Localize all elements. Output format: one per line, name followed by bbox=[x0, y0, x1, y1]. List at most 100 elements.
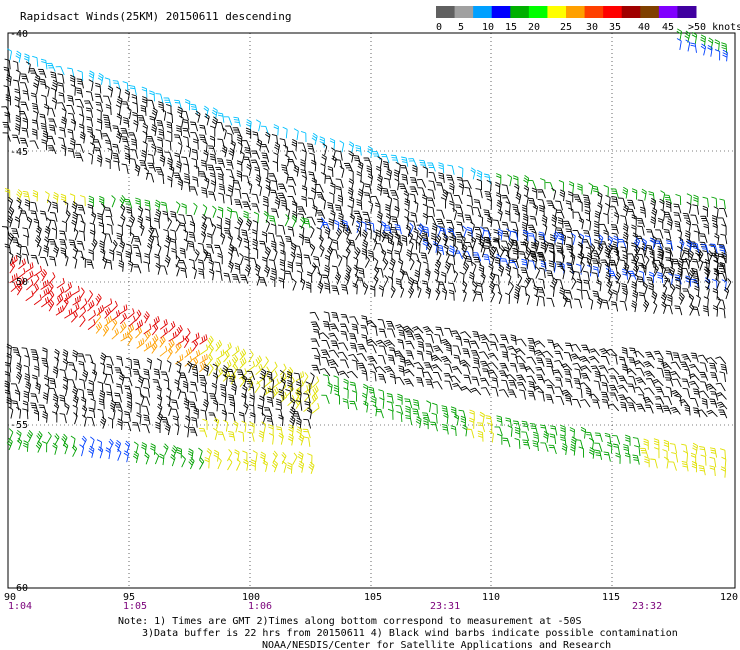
wind-barb bbox=[430, 354, 443, 362]
wind-barb bbox=[43, 245, 49, 257]
wind-barb bbox=[463, 338, 472, 349]
wind-barb bbox=[160, 371, 170, 381]
wind-barb bbox=[128, 214, 136, 228]
wind-barb bbox=[71, 219, 77, 232]
wind-barb bbox=[104, 307, 112, 319]
wind-barb bbox=[412, 408, 420, 419]
wind-barb bbox=[82, 369, 89, 382]
wind-barb bbox=[285, 235, 293, 246]
wind-barb bbox=[263, 356, 269, 369]
wind-barb bbox=[663, 369, 673, 380]
wind-barb bbox=[627, 208, 636, 219]
wind-barb bbox=[472, 331, 481, 341]
wind-barb bbox=[280, 377, 286, 390]
wind-barb bbox=[150, 228, 159, 238]
legend-swatch bbox=[621, 6, 641, 18]
wind-barb bbox=[513, 175, 519, 187]
wind-barb bbox=[506, 273, 512, 286]
wind-barb bbox=[85, 354, 94, 364]
wind-barb bbox=[282, 460, 287, 473]
wind-barb bbox=[48, 239, 58, 249]
wind-barb bbox=[660, 209, 666, 221]
wind-barb bbox=[310, 187, 317, 200]
wind-barb bbox=[182, 127, 191, 138]
wind-barb bbox=[167, 157, 173, 170]
wind-barb bbox=[610, 354, 618, 365]
wind-barb bbox=[223, 272, 231, 283]
wind-barb bbox=[271, 267, 277, 280]
legend-swatch bbox=[510, 6, 530, 18]
wind-barb bbox=[458, 409, 467, 420]
wind-barb bbox=[585, 387, 592, 399]
wind-barb bbox=[69, 137, 76, 150]
wind-barb bbox=[441, 288, 448, 300]
wind-barb bbox=[324, 264, 330, 277]
wind-barb bbox=[397, 240, 403, 253]
wind-barb bbox=[316, 210, 326, 219]
wind-barb bbox=[643, 387, 655, 396]
wind-barb bbox=[295, 262, 304, 273]
wind-barb bbox=[337, 351, 348, 361]
wind-barb bbox=[52, 192, 59, 204]
wind-barb bbox=[238, 411, 245, 423]
wind-barb bbox=[600, 355, 610, 365]
wind-barb bbox=[116, 355, 124, 367]
wind-barb bbox=[87, 203, 94, 215]
wind-barb bbox=[496, 415, 503, 427]
wind-barb bbox=[572, 398, 582, 408]
wind-barb bbox=[690, 214, 699, 225]
wind-barb bbox=[302, 428, 311, 439]
wind-barb bbox=[515, 192, 522, 205]
wind-barb bbox=[697, 354, 709, 363]
wind-barb bbox=[455, 231, 464, 242]
wind-barb bbox=[617, 239, 627, 249]
wind-barb bbox=[183, 229, 189, 242]
wind-barb bbox=[700, 34, 706, 47]
legend-label: 10 bbox=[482, 22, 494, 33]
wind-barb bbox=[493, 273, 500, 285]
wind-barb bbox=[177, 142, 183, 155]
wind-barb bbox=[203, 105, 209, 118]
wind-barb bbox=[310, 372, 315, 385]
wind-barb bbox=[632, 454, 640, 465]
wind-barb bbox=[112, 309, 121, 321]
wind-barb bbox=[649, 237, 655, 250]
wind-barb bbox=[578, 217, 585, 230]
wind-barb bbox=[132, 422, 141, 432]
wind-barb bbox=[218, 183, 226, 195]
wind-barb bbox=[209, 125, 216, 137]
wind-barb bbox=[179, 372, 188, 382]
wind-barb bbox=[684, 30, 691, 43]
wind-barb bbox=[306, 143, 315, 154]
wind-barb bbox=[381, 248, 387, 262]
wind-barb bbox=[393, 169, 400, 181]
wind-barb bbox=[59, 394, 66, 406]
wind-barb bbox=[479, 377, 490, 387]
wind-barb bbox=[191, 157, 198, 169]
wind-barb bbox=[208, 344, 214, 357]
wind-barb bbox=[720, 363, 728, 375]
wind-barb bbox=[512, 267, 519, 279]
wind-barb bbox=[669, 443, 678, 454]
wind-barb bbox=[455, 204, 464, 214]
wind-barb bbox=[52, 442, 58, 455]
wind-barb bbox=[555, 376, 563, 388]
wind-barb bbox=[331, 285, 340, 296]
wind-barb bbox=[528, 381, 536, 392]
wind-barb bbox=[265, 219, 271, 233]
wind-barb bbox=[466, 194, 473, 206]
wind-barb bbox=[76, 250, 85, 261]
wind-barb bbox=[251, 203, 260, 213]
note-line-1: Note: 1) Times are GMT 2)Times along bot… bbox=[118, 616, 582, 627]
wind-barb bbox=[505, 264, 512, 276]
wind-barb bbox=[425, 241, 433, 255]
wind-barb bbox=[601, 399, 610, 409]
wind-barb bbox=[227, 260, 234, 273]
wind-barb bbox=[151, 107, 158, 120]
wind-barb bbox=[33, 274, 40, 287]
wind-barb bbox=[621, 283, 628, 294]
wind-barb bbox=[72, 368, 78, 381]
wind-barb bbox=[270, 275, 276, 288]
wind-barb bbox=[257, 404, 264, 416]
